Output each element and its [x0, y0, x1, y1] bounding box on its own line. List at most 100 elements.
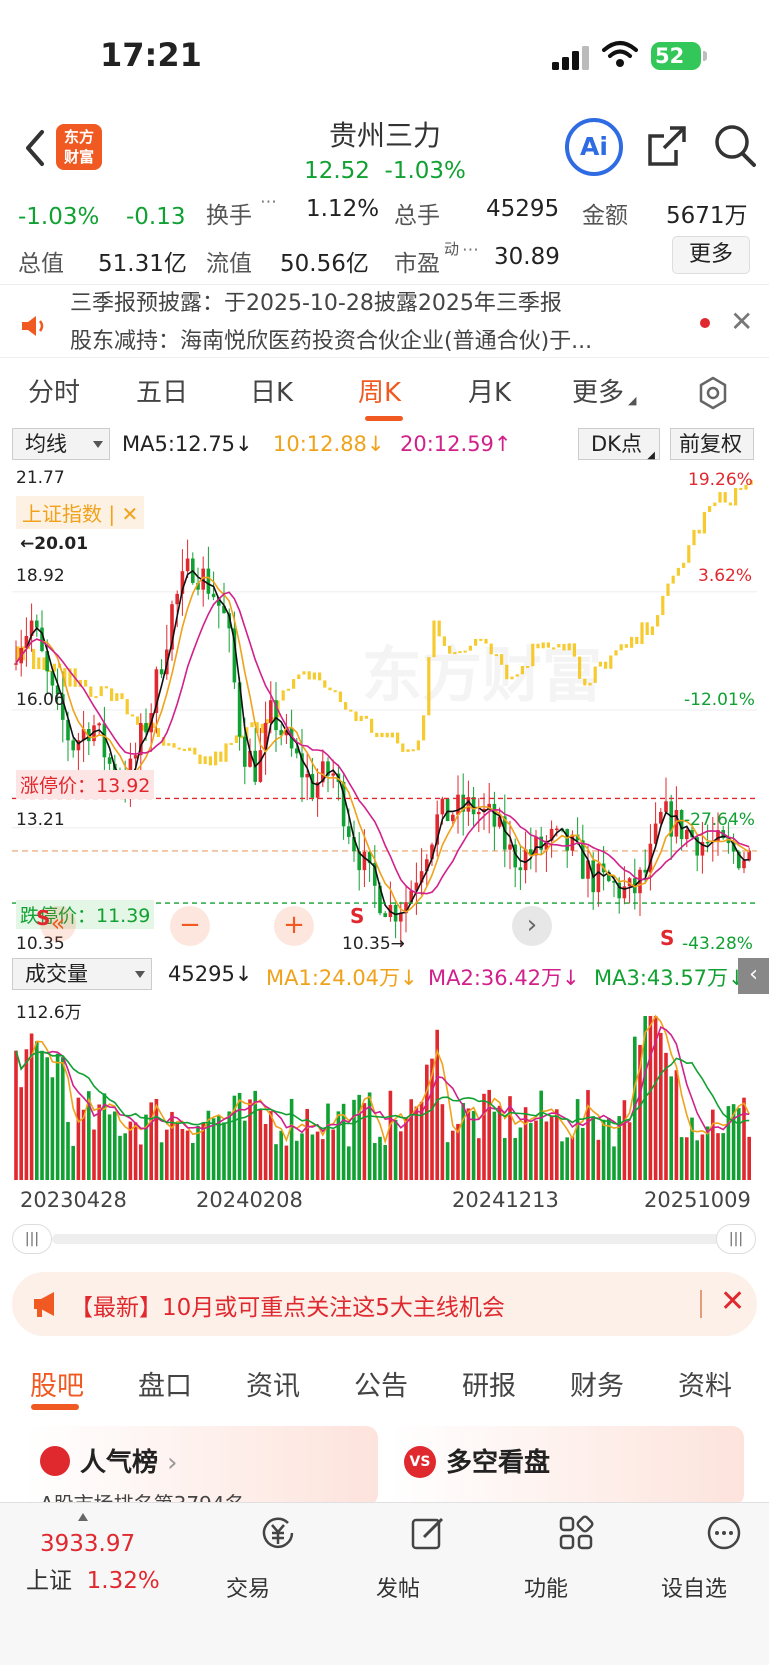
candle-body	[175, 593, 179, 605]
volume-bar	[555, 1109, 559, 1180]
volume-bar	[362, 1103, 367, 1180]
candle-body	[315, 782, 320, 798]
pct-label-3: -12.01%	[684, 690, 755, 710]
volume-bar	[326, 1103, 330, 1180]
volume-bar	[477, 1138, 481, 1180]
tab-weekly-k[interactable]: 周K	[358, 378, 402, 408]
volume-bar	[196, 1125, 200, 1180]
zoom-in-button[interactable]: +	[274, 906, 314, 946]
tab-guba[interactable]: 股吧	[30, 1371, 84, 1402]
ai-assistant-button[interactable]: Ai	[565, 118, 623, 176]
index-candle	[656, 615, 660, 627]
zoom-out-button[interactable]: −	[170, 906, 210, 946]
long-short-card[interactable]: VS 多空看盘	[390, 1426, 744, 1506]
pe-value: 30.89	[494, 244, 560, 270]
notice-line-1[interactable]: 三季报预披露：于2025-10-28披露2025年三季报	[70, 291, 562, 316]
volume-bar	[92, 1129, 96, 1180]
volume-bar	[570, 1136, 575, 1180]
back-icon[interactable]	[20, 128, 50, 168]
index-candle	[89, 686, 93, 697]
tab-announcements[interactable]: 公告	[354, 1371, 408, 1402]
tab-five-day[interactable]: 五日	[136, 378, 189, 408]
volume-bar	[258, 1109, 263, 1180]
candle-body	[133, 755, 138, 759]
index-overlay-toggle[interactable]: 上证指数 | ✕	[16, 496, 145, 529]
tab-profile[interactable]: 资料	[678, 1371, 732, 1402]
index-candle	[286, 688, 290, 691]
functions-button[interactable]: 功能	[496, 1503, 596, 1613]
trade-button[interactable]: 交易	[198, 1503, 298, 1613]
index-candle	[526, 665, 530, 668]
volume-bar	[404, 1117, 408, 1180]
volume-bar	[503, 1138, 507, 1180]
candle-body	[534, 836, 538, 856]
float-label: 流值	[206, 251, 252, 277]
volume-select[interactable]: 成交量	[12, 958, 152, 990]
gear-icon[interactable]	[696, 376, 730, 410]
index-candle	[182, 748, 186, 751]
more-button[interactable]: 更多	[672, 236, 750, 274]
candle-body	[217, 597, 221, 606]
volume-bar	[659, 1032, 663, 1180]
index-value: 3933.97	[40, 1531, 136, 1557]
collapse-panel-button[interactable]: ‹	[738, 958, 769, 994]
popularity-title-text: 人气榜	[80, 1448, 159, 1478]
volume-bar	[14, 1050, 18, 1180]
news-banner[interactable]: 【最新】10月或可重点关注这5大主线机会 ✕	[12, 1272, 757, 1336]
share-icon[interactable]	[646, 124, 688, 168]
index-candle	[505, 664, 509, 680]
banner-text[interactable]: 【最新】10月或可重点关注这5大主线机会	[70, 1295, 505, 1321]
candle-body	[565, 829, 569, 851]
index-candle	[557, 644, 561, 648]
volume-bar	[674, 1070, 679, 1180]
scroll-left-button[interactable]: «	[40, 906, 76, 942]
long-short-title: 多空看盘	[446, 1448, 551, 1478]
quote-change-pct: -1.03%	[18, 204, 100, 230]
ai-label: Ai	[580, 132, 608, 161]
index-candle	[562, 644, 566, 651]
tab-pankou[interactable]: 盘口	[138, 1371, 192, 1402]
candle-body	[393, 904, 398, 922]
chart-range-track[interactable]	[52, 1234, 720, 1244]
range-handle-left[interactable]: |||	[12, 1224, 52, 1254]
pe-info-icon[interactable]: ⋯	[462, 240, 479, 260]
notice-ticker[interactable]: 三季报预披露：于2025-10-28披露2025年三季报 股东减持：海南悦欣医药…	[0, 284, 769, 358]
tab-financials[interactable]: 财务	[570, 1371, 624, 1402]
tab-monthly-k[interactable]: 月K	[468, 378, 512, 408]
set-watchlist-button[interactable]: 设自选	[644, 1503, 744, 1613]
pct-label-1: 19.26%	[688, 470, 753, 490]
candle-body	[705, 841, 710, 844]
search-icon[interactable]	[714, 124, 756, 168]
tab-daily-k[interactable]: 日K	[250, 378, 294, 408]
notice-line-2[interactable]: 股东减持：海南悦欣医药投资合伙企业(普通合伙)于...	[70, 329, 593, 354]
app-logo: 东方 财富	[56, 124, 102, 170]
main-indicator-row: 均线 MA5:12.75↓ 10:12.88↓ 20:12.59↑ DK点 ◢ …	[0, 428, 769, 464]
dk-point-select[interactable]: DK点 ◢	[578, 428, 660, 461]
info-icon[interactable]: ⋯	[260, 192, 277, 212]
popularity-card[interactable]: 人气榜 › A股市场排名第3794名	[24, 1426, 378, 1516]
candle-body	[419, 871, 424, 883]
volume-bar	[305, 1108, 309, 1180]
tab-intraday[interactable]: 分时	[28, 378, 81, 408]
close-icon[interactable]: ✕	[730, 305, 754, 338]
index-quote[interactable]: 3933.97 上证 1.32%	[0, 1503, 160, 1623]
post-button[interactable]: 发帖	[348, 1503, 448, 1613]
index-candle	[203, 756, 207, 765]
main-indicator-select[interactable]: 均线	[12, 428, 110, 460]
adjust-select[interactable]: 前复权	[670, 428, 754, 460]
candle-body	[742, 860, 746, 869]
candle-body	[617, 882, 621, 899]
edit-icon	[411, 1517, 444, 1550]
candle-body	[352, 836, 356, 852]
close-icon[interactable]: ✕	[720, 1284, 746, 1319]
range-handle-right[interactable]: |||	[716, 1224, 756, 1254]
volume-chart[interactable]: 112.6万	[12, 996, 757, 1180]
scroll-right-button[interactable]: ›	[512, 906, 552, 946]
tab-research[interactable]: 研报	[462, 1371, 516, 1402]
volume-bar	[24, 1049, 29, 1180]
tab-more[interactable]: 更多	[572, 378, 625, 408]
index-candle	[110, 688, 114, 701]
kline-chart[interactable]: 东方财富 21.77 21.77 18.92 16.06 13.21 10.35…	[12, 466, 757, 956]
tab-news[interactable]: 资讯	[246, 1371, 300, 1402]
stock-price: 12.52 -1.03%	[250, 158, 520, 184]
